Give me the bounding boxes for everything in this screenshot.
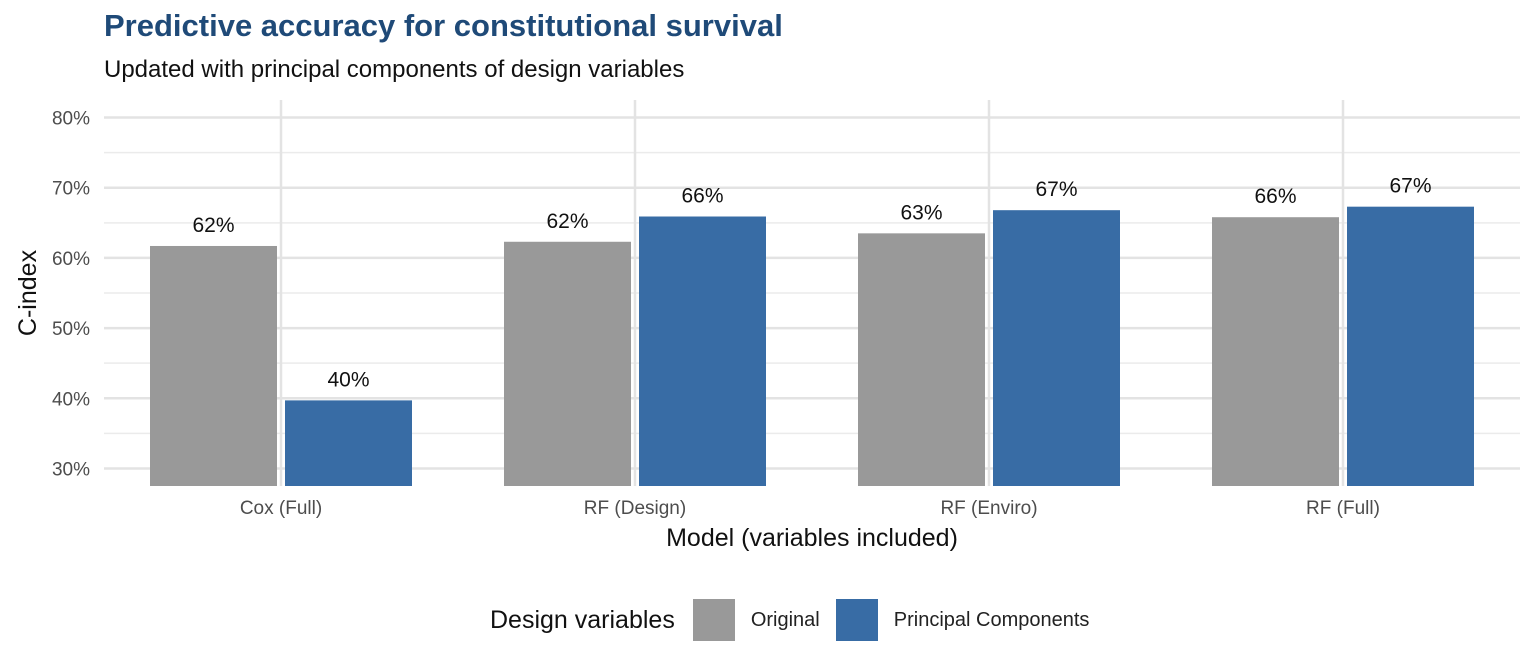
- x-tick-labels: Cox (Full) RF (Design) RF (Enviro) RF (Full…: [240, 498, 1380, 519]
- y-tick-labels: 30% 40% 50% 60% 70% 80%: [52, 109, 90, 481]
- x-tick-label: Cox (Full): [240, 498, 322, 519]
- legend-key-original: [692, 599, 735, 641]
- data-label: 66%: [681, 185, 723, 208]
- bar: [285, 400, 412, 486]
- y-tick-label: 70%: [52, 179, 90, 200]
- legend-label-principal-components: Principal Components: [893, 608, 1090, 631]
- x-axis-label: Model (variables included): [666, 524, 958, 552]
- data-labels: 62% 40% 62% 66% 63% 67% 66% 67%: [192, 175, 1431, 392]
- y-axis-label: C-index: [14, 249, 42, 336]
- y-tick-label: 30%: [52, 459, 90, 480]
- data-label: 67%: [1035, 178, 1077, 201]
- data-label: 66%: [1254, 185, 1296, 208]
- y-tick-label: 50%: [52, 319, 90, 340]
- bar: [858, 233, 985, 486]
- data-label: 40%: [327, 368, 369, 391]
- chart-subtitle: Updated with principal components of des…: [104, 56, 685, 83]
- data-label: 62%: [192, 214, 234, 237]
- chart-title: Predictive accuracy for constitutional s…: [104, 8, 783, 43]
- y-tick-label: 40%: [52, 389, 90, 410]
- bars: [150, 206, 1474, 486]
- y-tick-label: 60%: [52, 249, 90, 270]
- bar: [639, 216, 766, 486]
- y-tick-label: 80%: [52, 109, 90, 130]
- bar: [504, 241, 631, 486]
- bar: [993, 210, 1120, 486]
- legend-label-original: Original: [750, 608, 820, 631]
- x-tick-label: RF (Full): [1306, 498, 1380, 519]
- bar: [1347, 206, 1474, 486]
- legend: Design variables Original Principal Comp…: [490, 599, 1105, 641]
- legend-title: Design variables: [490, 605, 675, 634]
- bar: [150, 245, 277, 486]
- x-tick-label: RF (Enviro): [940, 498, 1037, 519]
- data-label: 62%: [546, 210, 588, 233]
- data-label: 67%: [1389, 175, 1431, 198]
- x-tick-label: RF (Design): [584, 498, 686, 519]
- data-label: 63%: [900, 201, 942, 224]
- bar: [1212, 217, 1339, 486]
- legend-key-principal-components: [835, 599, 878, 641]
